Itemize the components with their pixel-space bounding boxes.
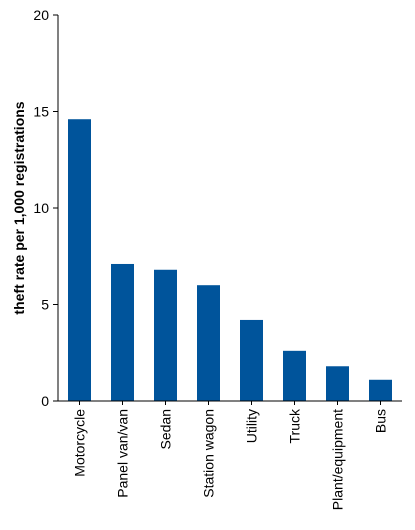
bars-group bbox=[68, 119, 392, 401]
x-category-label: Plant/equipment bbox=[330, 409, 346, 510]
x-category-label: Sedan bbox=[158, 409, 174, 449]
x-category-label: Truck bbox=[287, 408, 303, 443]
bar-station-wagon bbox=[197, 285, 220, 401]
x-category-label: Motorcycle bbox=[72, 409, 88, 477]
x-category-label: Bus bbox=[373, 409, 389, 433]
bar-plant-equipment bbox=[326, 366, 349, 401]
x-category-label: Utility bbox=[244, 409, 260, 443]
y-tick-label: 5 bbox=[41, 297, 49, 313]
y-tick-label: 15 bbox=[33, 104, 49, 120]
x-category-label: Panel van/van bbox=[115, 409, 131, 498]
bar-panel-van-van bbox=[111, 263, 134, 401]
y-ticks-group: 0 5 10 15 20 bbox=[33, 7, 58, 409]
bar-truck bbox=[283, 350, 306, 401]
bar-utility bbox=[240, 319, 263, 401]
y-axis-title: theft rate per 1,000 registrations bbox=[11, 101, 27, 314]
x-category-label: Station wagon bbox=[201, 409, 217, 498]
y-tick-label: 20 bbox=[33, 7, 49, 23]
bar-bus bbox=[369, 379, 392, 401]
y-tick-label: 0 bbox=[41, 393, 49, 409]
bar-motorcycle bbox=[68, 119, 91, 401]
bar-sedan bbox=[154, 269, 177, 401]
y-tick-label: 10 bbox=[33, 200, 49, 216]
x-category-labels: Motorcycle Panel van/van Sedan Station wago… bbox=[72, 401, 389, 510]
